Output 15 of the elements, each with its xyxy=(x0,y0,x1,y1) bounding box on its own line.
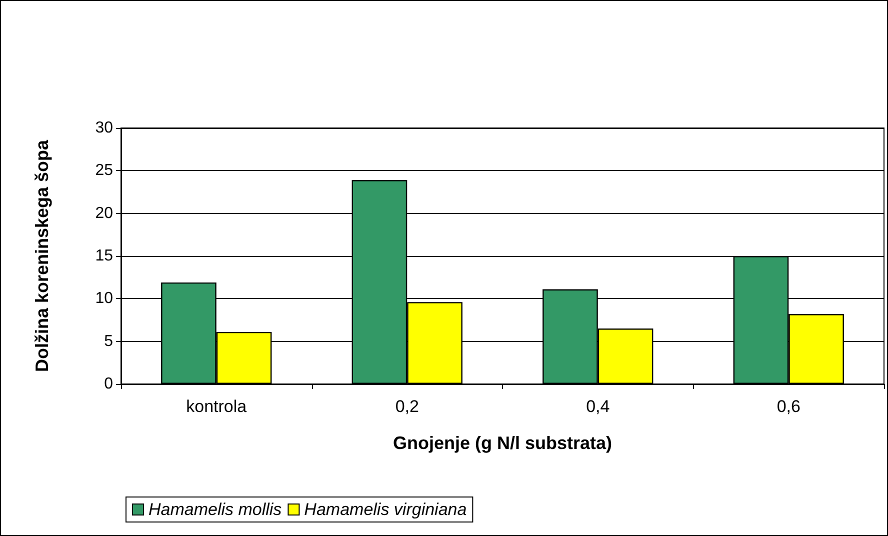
legend-label: Hamamelis mollis xyxy=(148,500,282,519)
x-tick-label: kontrola xyxy=(186,397,248,416)
x-axis-title: Gnojenje (g N/l substrata) xyxy=(392,433,612,453)
x-tick-label: 0,4 xyxy=(586,397,610,416)
x-tick-label: 0,6 xyxy=(776,397,800,416)
y-tick-label: 25 xyxy=(95,162,114,180)
y-tick-label: 5 xyxy=(104,332,114,350)
y-axis-title: Dolžina koreninskega šopa xyxy=(32,138,52,372)
y-tick-label: 10 xyxy=(95,290,114,308)
y-tick-label: 30 xyxy=(95,120,114,136)
y-tick-label: 15 xyxy=(95,248,114,264)
y-tick-label: 20 xyxy=(95,204,114,222)
x-tick-label: 0,2 xyxy=(395,397,419,416)
legend-label: Hamamelis virginiana xyxy=(304,500,467,519)
y-tick-label: 0 xyxy=(104,376,114,392)
